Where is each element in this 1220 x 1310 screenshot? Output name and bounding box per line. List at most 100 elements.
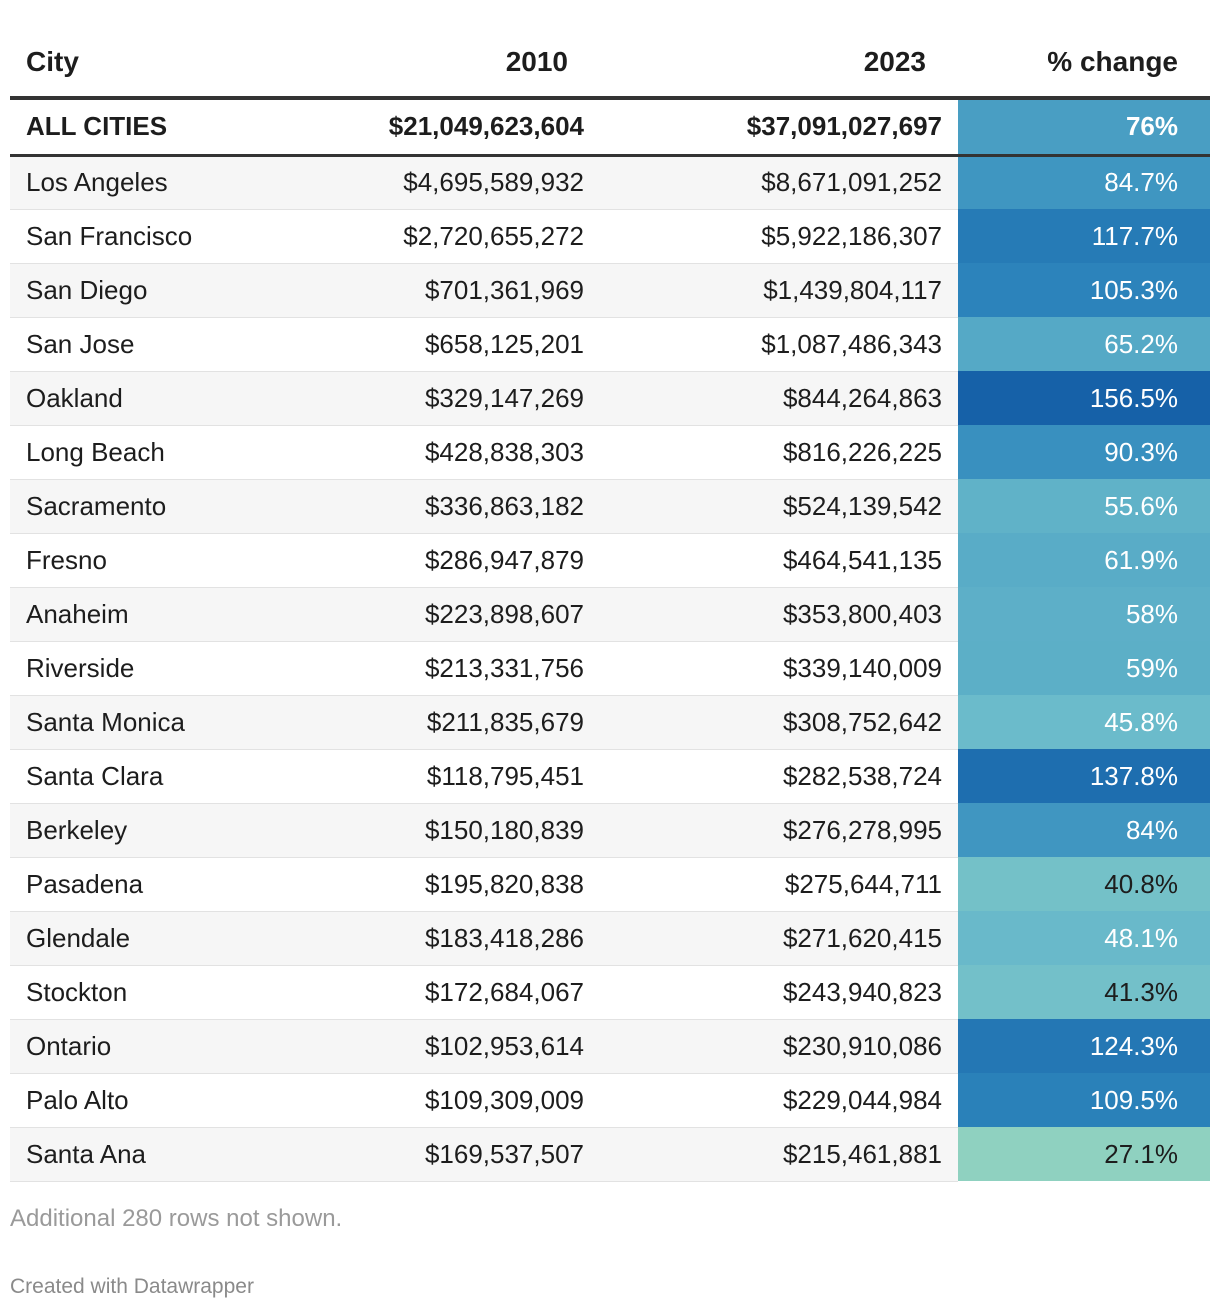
value-2023-cell: $353,800,403 <box>600 587 958 642</box>
table-row: Berkeley $150,180,839 $276,278,995 84% <box>10 803 1210 858</box>
city-cell: Pasadena <box>10 857 362 912</box>
value-2023-cell: $464,541,135 <box>600 533 958 588</box>
value-2010-cell: $183,418,286 <box>362 911 600 966</box>
table-row: Riverside $213,331,756 $339,140,009 59% <box>10 641 1210 696</box>
value-2010-cell: $4,695,589,932 <box>362 155 600 210</box>
table-row: Ontario $102,953,614 $230,910,086 124.3% <box>10 1019 1210 1074</box>
value-2023-cell: $276,278,995 <box>600 803 958 858</box>
pct-change-cell: 48.1% <box>958 911 1210 965</box>
total-2010-cell: $21,049,623,604 <box>362 98 600 157</box>
table-row: Stockton $172,684,067 $243,940,823 41.3% <box>10 965 1210 1020</box>
value-2010-cell: $329,147,269 <box>362 371 600 426</box>
value-2023-cell: $229,044,984 <box>600 1073 958 1128</box>
city-cell: San Diego <box>10 263 362 318</box>
pct-change-cell: 59% <box>958 641 1210 695</box>
value-2023-cell: $5,922,186,307 <box>600 209 958 264</box>
table-row: Los Angeles $4,695,589,932 $8,671,091,252 8… <box>10 155 1210 210</box>
value-2023-cell: $1,439,804,117 <box>600 263 958 318</box>
value-2023-cell: $230,910,086 <box>600 1019 958 1074</box>
table-row: Sacramento $336,863,182 $524,139,542 55.6% <box>10 479 1210 534</box>
value-2010-cell: $2,720,655,272 <box>362 209 600 264</box>
city-cell: Stockton <box>10 965 362 1020</box>
value-2023-cell: $339,140,009 <box>600 641 958 696</box>
pct-change-cell: 65.2% <box>958 317 1210 371</box>
value-2023-cell: $8,671,091,252 <box>600 155 958 210</box>
value-2010-cell: $195,820,838 <box>362 857 600 912</box>
value-2010-cell: $169,537,507 <box>362 1127 600 1182</box>
pct-change-cell: 41.3% <box>958 965 1210 1019</box>
pct-change-cell: 58% <box>958 587 1210 641</box>
value-2023-cell: $1,087,486,343 <box>600 317 958 372</box>
value-2010-cell: $658,125,201 <box>362 317 600 372</box>
city-cell: Long Beach <box>10 425 362 480</box>
table-row: Fresno $286,947,879 $464,541,135 61.9% <box>10 533 1210 588</box>
value-2023-cell: $308,752,642 <box>600 695 958 750</box>
value-2023-cell: $524,139,542 <box>600 479 958 534</box>
value-2023-cell: $275,644,711 <box>600 857 958 912</box>
value-2023-cell: $243,940,823 <box>600 965 958 1020</box>
city-cell: Santa Monica <box>10 695 362 750</box>
total-2023-cell: $37,091,027,697 <box>600 98 958 157</box>
city-cell: Fresno <box>10 533 362 588</box>
value-2023-cell: $816,226,225 <box>600 425 958 480</box>
total-city-cell: ALL CITIES <box>10 98 362 157</box>
city-cell: Los Angeles <box>10 155 362 210</box>
table-row: San Francisco $2,720,655,272 $5,922,186,30… <box>10 209 1210 264</box>
table-row: Palo Alto $109,309,009 $229,044,984 109.5% <box>10 1073 1210 1128</box>
value-2010-cell: $336,863,182 <box>362 479 600 534</box>
pct-change-cell: 117.7% <box>958 209 1210 263</box>
pct-change-cell: 156.5% <box>958 371 1210 425</box>
city-cell: San Francisco <box>10 209 362 264</box>
city-cell: Berkeley <box>10 803 362 858</box>
pct-change-cell: 27.1% <box>958 1127 1210 1181</box>
value-2010-cell: $701,361,969 <box>362 263 600 318</box>
value-2010-cell: $118,795,451 <box>362 749 600 804</box>
city-cell: Anaheim <box>10 587 362 642</box>
table-row: San Diego $701,361,969 $1,439,804,117 105.3… <box>10 263 1210 318</box>
value-2023-cell: $282,538,724 <box>600 749 958 804</box>
value-2010-cell: $223,898,607 <box>362 587 600 642</box>
column-header-pct-change[interactable]: % change <box>958 0 1210 100</box>
pct-change-cell: 137.8% <box>958 749 1210 803</box>
column-header-city[interactable]: City <box>10 0 362 100</box>
total-row: ALL CITIES $21,049,623,604 $37,091,027,6… <box>10 98 1210 157</box>
pct-change-cell: 45.8% <box>958 695 1210 749</box>
city-cell: Palo Alto <box>10 1073 362 1128</box>
pct-change-cell: 61.9% <box>958 533 1210 587</box>
city-cell: Oakland <box>10 371 362 426</box>
value-2010-cell: $213,331,756 <box>362 641 600 696</box>
pct-change-cell: 105.3% <box>958 263 1210 317</box>
table-row: Pasadena $195,820,838 $275,644,711 40.8% <box>10 857 1210 912</box>
data-table-wrapper: City 2010 2023 % change ALL CITIES $21,0… <box>10 0 1210 1182</box>
column-header-2010[interactable]: 2010 <box>362 0 600 100</box>
datawrapper-credit: Created with Datawrapper <box>10 1275 254 1298</box>
value-2010-cell: $109,309,009 <box>362 1073 600 1128</box>
city-cell: Riverside <box>10 641 362 696</box>
pct-change-cell: 109.5% <box>958 1073 1210 1127</box>
city-cell: Ontario <box>10 1019 362 1074</box>
value-2023-cell: $844,264,863 <box>600 371 958 426</box>
city-cell: San Jose <box>10 317 362 372</box>
table-row: Santa Ana $169,537,507 $215,461,881 27.1% <box>10 1127 1210 1182</box>
value-2010-cell: $172,684,067 <box>362 965 600 1020</box>
value-2023-cell: $271,620,415 <box>600 911 958 966</box>
pct-change-cell: 55.6% <box>958 479 1210 533</box>
table-header-row: City 2010 2023 % change <box>10 0 1210 100</box>
column-header-2023[interactable]: 2023 <box>600 0 958 100</box>
pct-change-cell: 90.3% <box>958 425 1210 479</box>
total-pct-change-cell: 76% <box>958 98 1210 157</box>
table-row: Oakland $329,147,269 $844,264,863 156.5% <box>10 371 1210 426</box>
pct-change-cell: 84.7% <box>958 155 1210 209</box>
value-2023-cell: $215,461,881 <box>600 1127 958 1182</box>
table-row: San Jose $658,125,201 $1,087,486,343 65.2% <box>10 317 1210 372</box>
pct-change-cell: 84% <box>958 803 1210 857</box>
city-cell: Santa Clara <box>10 749 362 804</box>
rows-not-shown-note: Additional 280 rows not shown. <box>10 1205 343 1232</box>
city-cell: Glendale <box>10 911 362 966</box>
table-row: Glendale $183,418,286 $271,620,415 48.1% <box>10 911 1210 966</box>
table-row: Santa Monica $211,835,679 $308,752,642 45.8… <box>10 695 1210 750</box>
value-2010-cell: $211,835,679 <box>362 695 600 750</box>
city-cell: Santa Ana <box>10 1127 362 1182</box>
table-row: Anaheim $223,898,607 $353,800,403 58% <box>10 587 1210 642</box>
table-row: Santa Clara $118,795,451 $282,538,724 137.8… <box>10 749 1210 804</box>
